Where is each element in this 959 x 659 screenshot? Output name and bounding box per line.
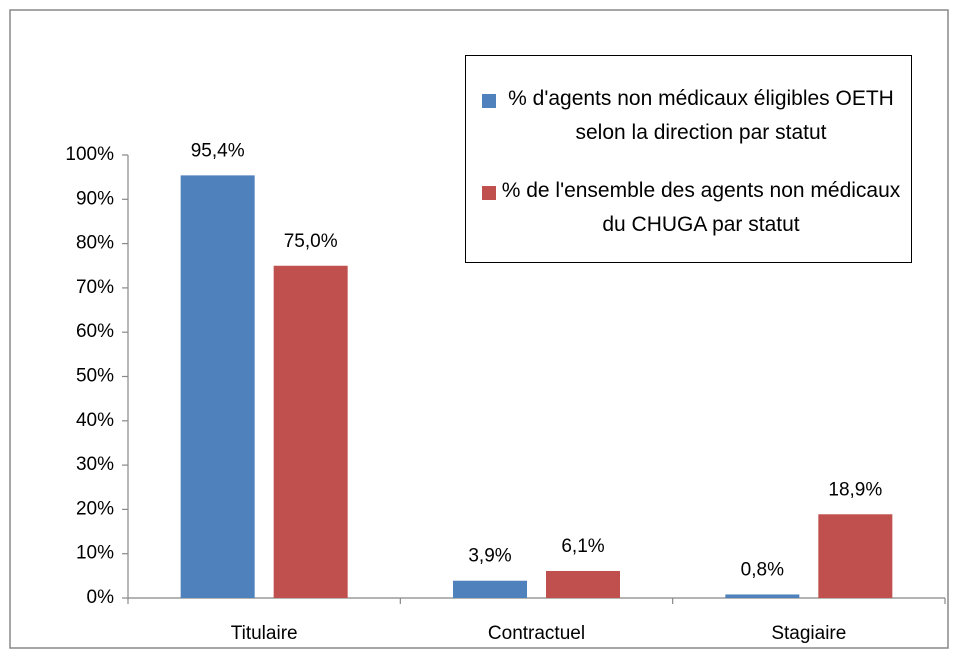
bar xyxy=(725,594,800,598)
bar xyxy=(180,175,255,599)
y-tick-label: 90% xyxy=(76,188,114,209)
data-label: 18,9% xyxy=(828,479,882,500)
bar xyxy=(273,265,348,598)
legend: % d'agents non médicaux éligibles OETH s… xyxy=(465,55,912,263)
y-tick-label: 70% xyxy=(76,277,114,298)
data-label: 95,4% xyxy=(191,140,245,161)
x-tick-label: Contractuel xyxy=(488,623,585,644)
y-tick-label: 50% xyxy=(76,366,114,387)
y-tick-label: 10% xyxy=(76,543,114,564)
legend-label: % de l'ensemble des agents non médicaux … xyxy=(501,179,901,236)
data-label: 6,1% xyxy=(561,536,604,557)
legend-swatch xyxy=(482,186,496,200)
y-tick-label: 80% xyxy=(76,233,114,254)
legend-item: % de l'ensemble des agents non médicaux … xyxy=(482,174,903,242)
bar xyxy=(818,514,893,598)
y-tick-label: 40% xyxy=(76,410,114,431)
bar xyxy=(546,570,620,598)
legend-label: % d'agents non médicaux éligibles OETH s… xyxy=(508,87,894,144)
data-label: 3,9% xyxy=(468,546,511,567)
y-tick-label: 20% xyxy=(76,498,114,519)
y-tick-label: 100% xyxy=(65,144,114,165)
data-label: 75,0% xyxy=(284,231,338,252)
bar xyxy=(453,580,527,598)
legend-item: % d'agents non médicaux éligibles OETH s… xyxy=(482,82,903,150)
y-tick-label: 0% xyxy=(87,587,115,608)
x-tick-label: Titulaire xyxy=(231,623,298,644)
y-tick-label: 60% xyxy=(76,321,114,342)
x-tick-label: Stagiaire xyxy=(771,623,846,644)
y-tick-label: 30% xyxy=(76,454,114,475)
legend-swatch xyxy=(482,94,496,108)
data-label: 0,8% xyxy=(741,559,784,580)
